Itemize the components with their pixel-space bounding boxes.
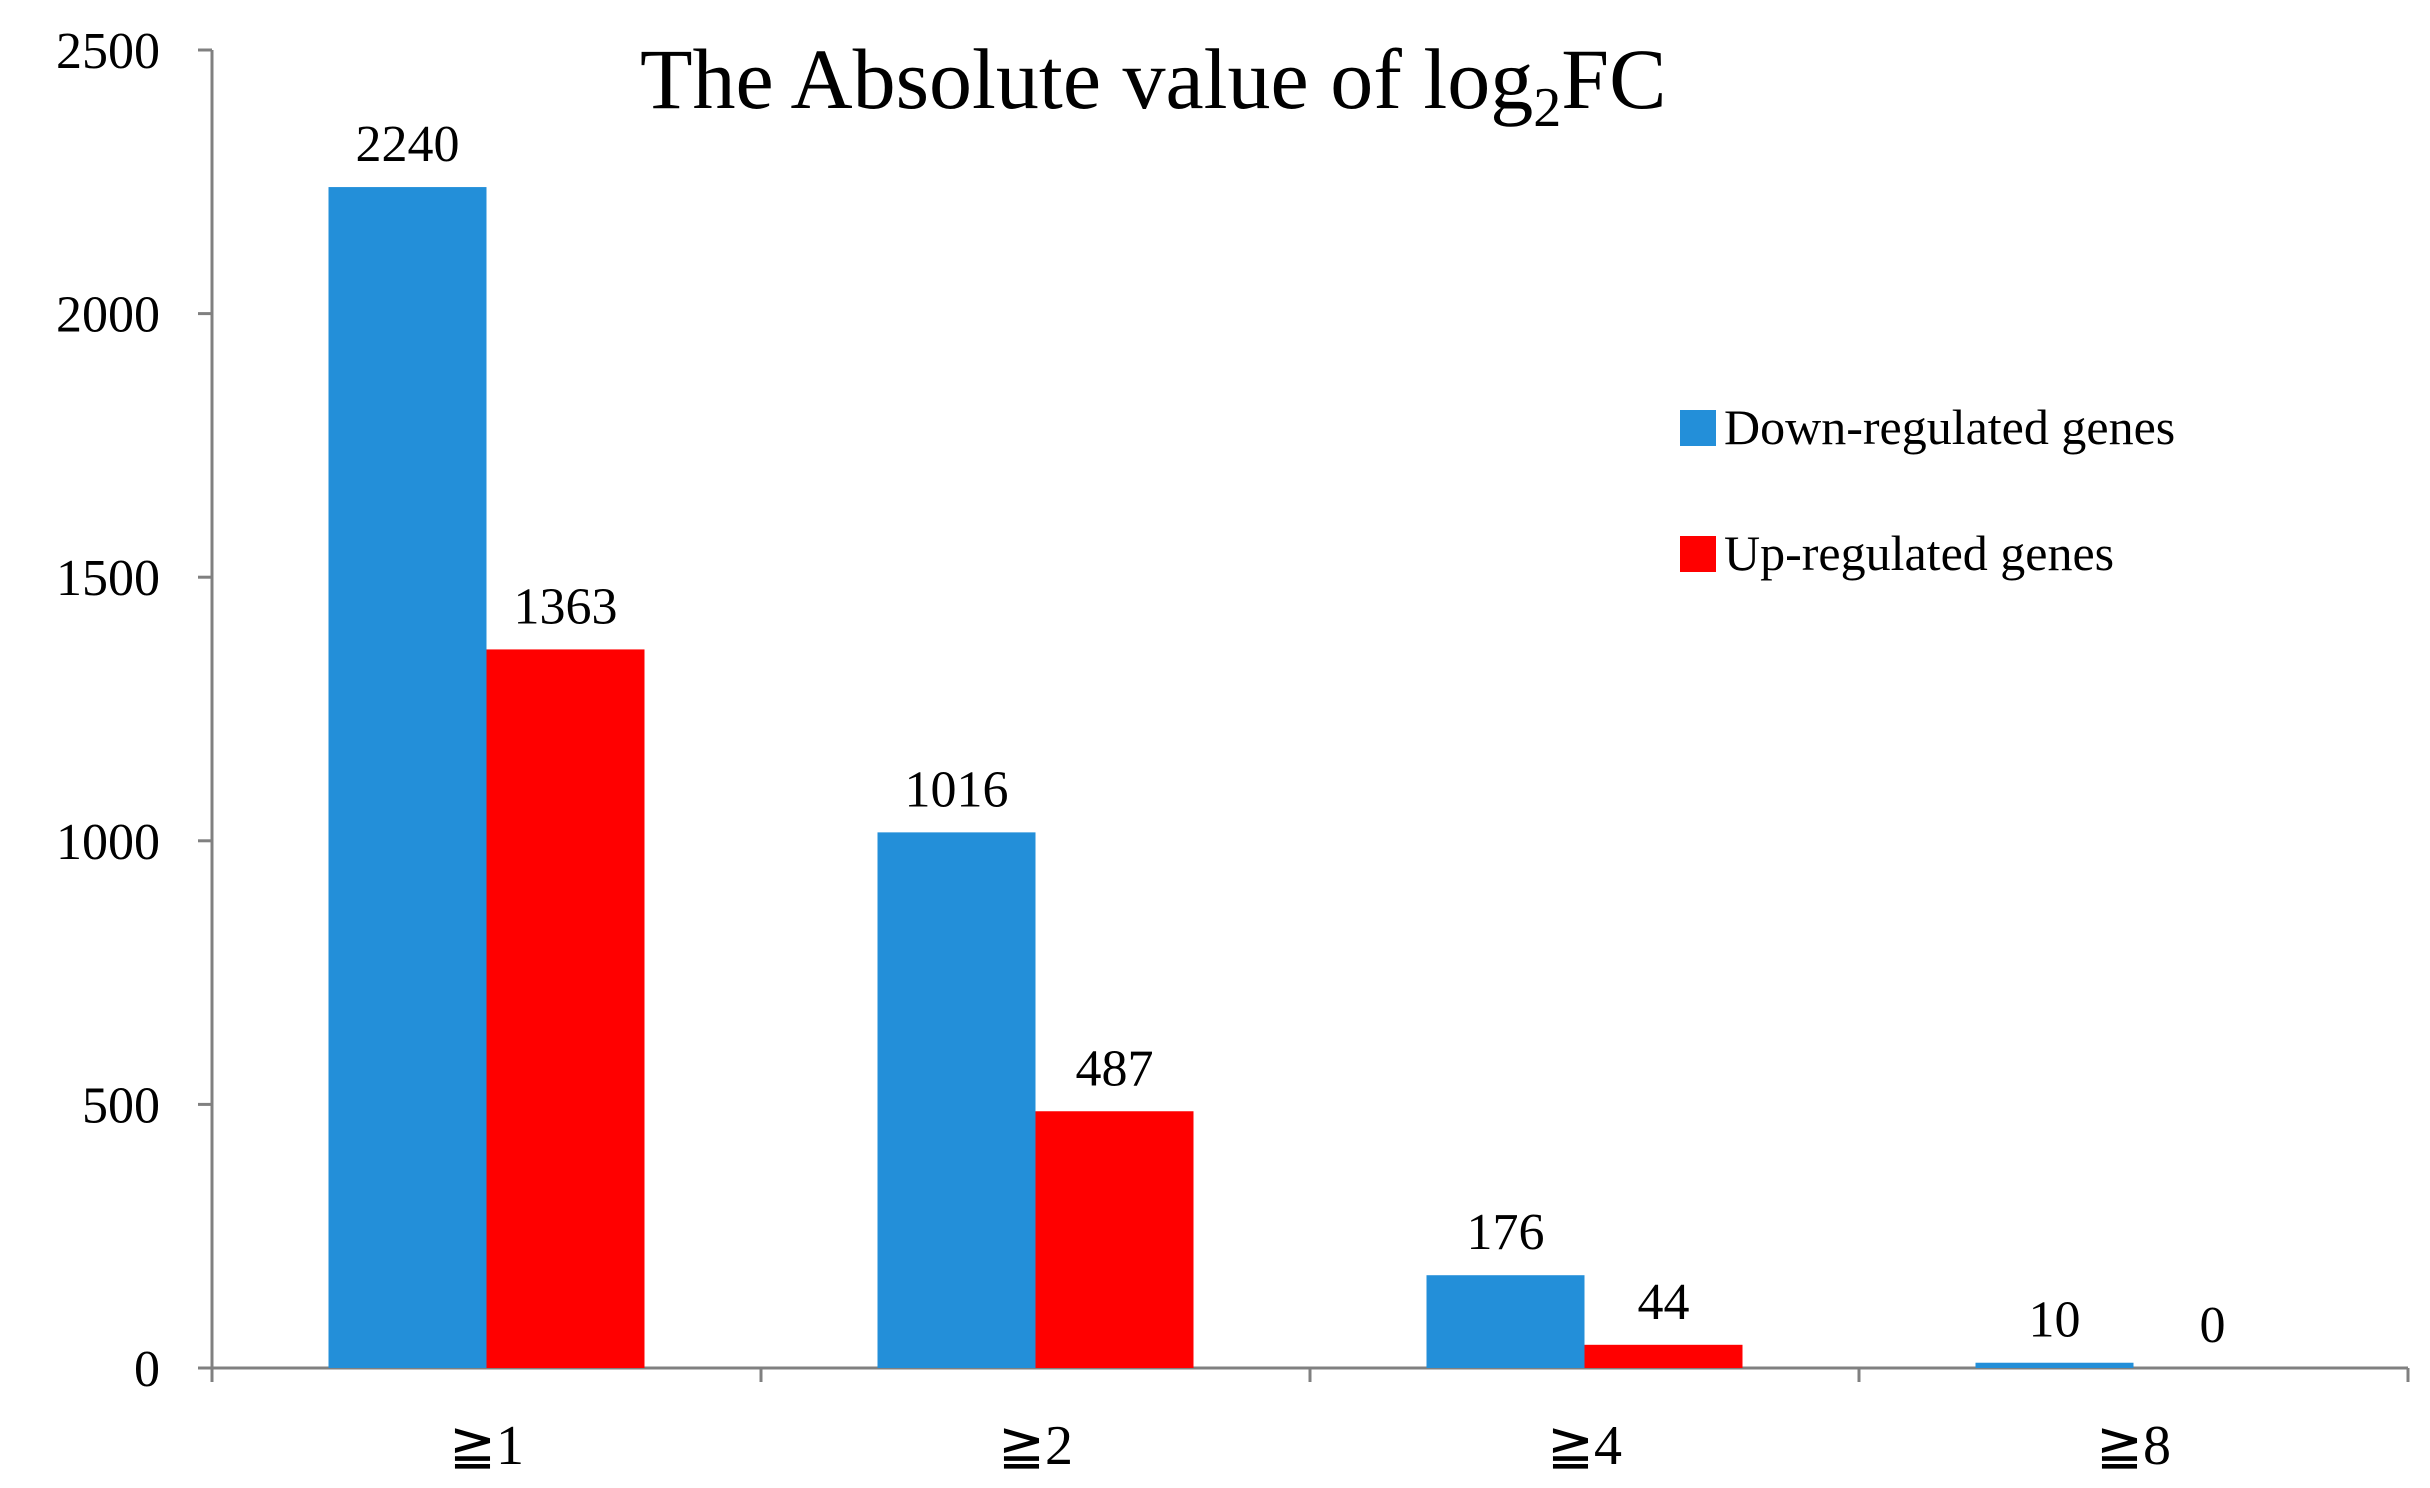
- data-label: 0: [2200, 1297, 2226, 1354]
- data-label: 1016: [905, 761, 1009, 818]
- bar-up-1: [486, 649, 645, 1368]
- x-tick-label: ≧4: [1547, 1415, 1622, 1477]
- y-tick-label: 500: [82, 1077, 160, 1134]
- chart-title: The Absolute value of log2FC: [640, 31, 1666, 139]
- legend-swatch: [1680, 410, 1716, 446]
- bar-down-3: [1426, 1275, 1585, 1368]
- data-labels: 2240 1363 1016 487 176 44 10 0: [356, 116, 2226, 1354]
- data-label: 2240: [356, 116, 460, 173]
- bar-down-2: [877, 832, 1036, 1368]
- legend-label: Down-regulated genes: [1724, 399, 2175, 455]
- bar-down-1: [328, 187, 487, 1368]
- data-label: 176: [1467, 1204, 1545, 1261]
- bars: [328, 187, 2134, 1368]
- x-tick-label: ≧1: [449, 1415, 524, 1477]
- axes: 0 500 1000 1500 2000 2500 ≧1 ≧2 ≧4 ≧8: [56, 23, 2410, 1477]
- bar-up-3: [1584, 1344, 1743, 1368]
- y-tick-label: 1500: [56, 550, 160, 607]
- bar-up-2: [1035, 1111, 1194, 1368]
- x-tick-label: ≧8: [2096, 1415, 2171, 1477]
- data-label: 10: [2029, 1292, 2081, 1349]
- chart-title-main: The Absolute value of log: [640, 31, 1533, 127]
- legend-label: Up-regulated genes: [1724, 525, 2114, 581]
- y-tick-label: 1000: [56, 814, 160, 871]
- chart-title-subscript: 2: [1533, 77, 1561, 139]
- chart-title-tail: FC: [1561, 31, 1666, 127]
- data-label: 44: [1638, 1274, 1690, 1331]
- data-label: 1363: [514, 578, 618, 635]
- y-tick-label: 2500: [56, 23, 160, 80]
- legend-swatch: [1680, 536, 1716, 572]
- legend: Down-regulated genes Up-regulated genes: [1680, 399, 2175, 581]
- x-tick-label: ≧2: [998, 1415, 1073, 1477]
- bar-down-4: [1975, 1362, 2134, 1368]
- y-tick-label: 2000: [56, 287, 160, 344]
- data-label: 487: [1076, 1040, 1154, 1097]
- y-tick-label: 0: [134, 1341, 160, 1398]
